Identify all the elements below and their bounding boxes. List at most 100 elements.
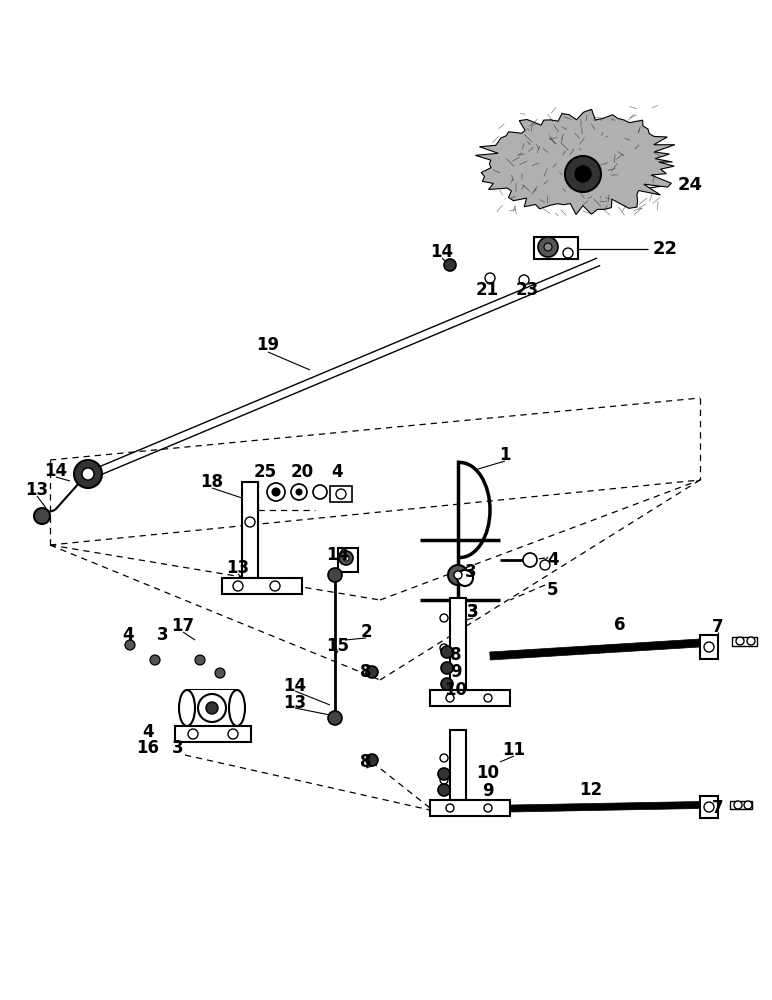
Circle shape [704,802,714,812]
Polygon shape [242,482,258,578]
Circle shape [125,640,135,650]
Circle shape [485,273,495,283]
Circle shape [150,655,160,665]
Circle shape [454,571,462,579]
Circle shape [267,483,285,501]
Circle shape [446,694,454,702]
Circle shape [228,729,238,739]
Circle shape [734,801,742,809]
Text: 17: 17 [171,617,195,635]
Text: 11: 11 [503,741,526,759]
Circle shape [565,156,601,192]
Text: 20: 20 [290,463,313,481]
Text: 14: 14 [45,462,68,480]
Ellipse shape [229,690,245,726]
Circle shape [440,614,448,622]
Text: 10: 10 [476,764,499,782]
Circle shape [82,468,94,480]
Polygon shape [450,598,466,690]
Circle shape [457,570,473,586]
Circle shape [575,166,591,182]
Circle shape [440,754,448,762]
Bar [700,635,718,659]
Text: 4: 4 [331,463,343,481]
Text: 21: 21 [476,281,499,299]
Text: 4: 4 [122,626,134,644]
Polygon shape [187,690,237,726]
Text: 3: 3 [467,603,479,621]
Polygon shape [489,639,700,660]
Circle shape [198,694,226,722]
Circle shape [343,555,349,561]
Circle shape [519,275,529,285]
Text: 3: 3 [157,626,169,644]
Text: 8: 8 [450,646,462,664]
Bar [534,237,578,259]
Circle shape [736,637,744,645]
Circle shape [448,565,468,585]
Circle shape [444,259,456,271]
Text: 24: 24 [678,176,703,194]
Text: 15: 15 [327,637,350,655]
Circle shape [438,768,450,780]
Circle shape [296,489,302,495]
Text: 2: 2 [361,623,372,641]
Circle shape [245,517,255,527]
Text: 14: 14 [327,546,350,564]
Circle shape [747,637,755,645]
Bar [732,637,757,646]
Text: 16: 16 [137,739,160,757]
Circle shape [538,237,558,257]
Circle shape [34,508,50,524]
Circle shape [544,243,552,251]
Polygon shape [430,800,510,816]
Polygon shape [430,690,510,706]
Bar [730,801,752,809]
Circle shape [188,729,198,739]
Circle shape [440,644,448,652]
Text: 12: 12 [580,781,603,799]
Text: 25: 25 [253,463,276,481]
Bar [700,796,718,818]
Text: 13: 13 [25,481,49,499]
Circle shape [215,668,225,678]
Text: 7: 7 [713,618,724,636]
Text: 5: 5 [547,581,559,599]
Polygon shape [430,802,700,813]
Circle shape [440,776,448,784]
Polygon shape [476,109,675,215]
Circle shape [441,646,453,658]
Text: 10: 10 [445,681,468,699]
Text: 22: 22 [652,240,678,258]
Circle shape [523,553,537,567]
Polygon shape [450,730,466,800]
Circle shape [328,568,342,582]
Bar [338,548,358,572]
Text: 23: 23 [516,281,539,299]
Circle shape [366,666,378,678]
Circle shape [540,560,550,570]
Text: 9: 9 [450,663,462,681]
Text: 18: 18 [201,473,224,491]
Text: 4: 4 [142,723,154,741]
Circle shape [744,801,752,809]
Text: 13: 13 [226,559,249,577]
Circle shape [441,678,453,690]
Text: 3: 3 [172,739,184,757]
Circle shape [328,711,342,725]
Circle shape [366,754,378,766]
Circle shape [74,460,102,488]
Circle shape [336,489,346,499]
Text: 3: 3 [466,563,477,581]
Text: 8: 8 [361,753,372,771]
Text: 7: 7 [713,799,724,817]
Circle shape [291,484,307,500]
Circle shape [704,642,714,652]
Text: 8: 8 [361,663,372,681]
Text: 3: 3 [467,603,479,621]
Circle shape [195,655,205,665]
Text: 9: 9 [482,782,494,800]
Text: 14: 14 [283,677,306,695]
Polygon shape [222,578,302,594]
Polygon shape [175,726,251,742]
